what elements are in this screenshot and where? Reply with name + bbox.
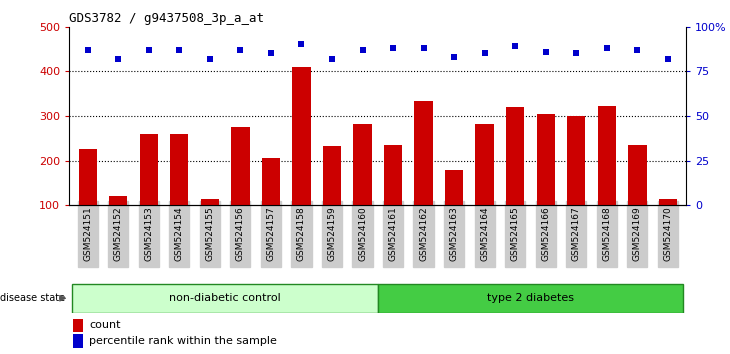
Point: [265, 51, 277, 56]
Point: [418, 45, 429, 51]
Bar: [537, 114, 555, 250]
Bar: [170, 134, 188, 250]
Bar: [353, 124, 372, 250]
Bar: [475, 124, 493, 250]
Bar: [415, 101, 433, 250]
Point: [448, 54, 460, 60]
Bar: [139, 134, 158, 250]
Point: [326, 56, 338, 62]
Text: type 2 diabetes: type 2 diabetes: [487, 293, 574, 303]
Bar: [598, 105, 616, 250]
Bar: [109, 196, 127, 250]
Point: [143, 47, 155, 53]
Point: [357, 47, 369, 53]
Point: [570, 51, 582, 56]
Bar: [79, 149, 97, 250]
Point: [234, 47, 246, 53]
Text: disease state: disease state: [0, 293, 65, 303]
Point: [174, 47, 185, 53]
Bar: [445, 170, 464, 250]
Bar: [629, 145, 647, 250]
Bar: [231, 127, 250, 250]
Point: [631, 47, 643, 53]
Text: GDS3782 / g9437508_3p_a_at: GDS3782 / g9437508_3p_a_at: [69, 12, 264, 25]
Bar: [567, 116, 585, 250]
Point: [204, 56, 215, 62]
Text: percentile rank within the sample: percentile rank within the sample: [89, 336, 277, 346]
Point: [601, 45, 612, 51]
Point: [387, 45, 399, 51]
Bar: [73, 319, 83, 332]
Point: [662, 56, 674, 62]
Bar: [384, 145, 402, 250]
Point: [510, 44, 521, 49]
Bar: [292, 67, 310, 250]
Bar: [262, 158, 280, 250]
Point: [112, 56, 124, 62]
FancyBboxPatch shape: [72, 284, 377, 313]
Bar: [658, 199, 677, 250]
Bar: [323, 146, 341, 250]
Text: count: count: [89, 320, 121, 330]
Text: non-diabetic control: non-diabetic control: [169, 293, 281, 303]
Point: [479, 51, 491, 56]
Point: [82, 47, 93, 53]
Bar: [201, 199, 219, 250]
Bar: [506, 107, 524, 250]
Point: [296, 42, 307, 47]
FancyBboxPatch shape: [377, 284, 683, 313]
Bar: [73, 334, 83, 348]
Point: [540, 49, 552, 55]
